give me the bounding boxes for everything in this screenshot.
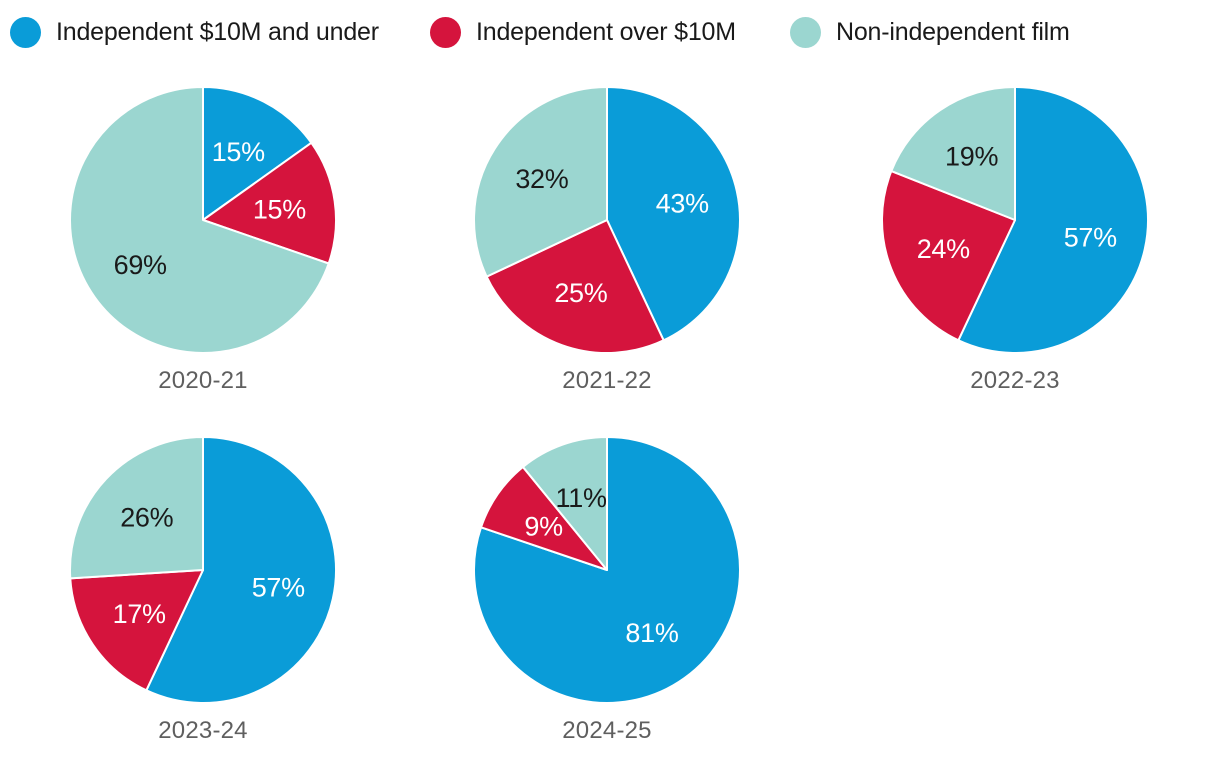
legend-item-non-independent-film: Non-independent film xyxy=(790,8,1070,56)
pie-slice-non-independent-film xyxy=(69,436,204,580)
pie-value-label-non-independent-film: 32% xyxy=(515,164,568,194)
pie-value-label-independent-over-10m: 17% xyxy=(113,599,166,629)
legend-swatch-independent-over-10m-icon xyxy=(430,16,461,48)
pie-value-label-non-independent-film: 69% xyxy=(114,250,167,280)
pie-value-label-independent-over-10m: 9% xyxy=(524,511,563,541)
legend-item-independent-over-10m: Independent over $10M xyxy=(430,8,736,56)
pie-svg: 57% 24% 19% xyxy=(881,86,1150,354)
pie-slice-non-independent-film xyxy=(473,86,608,278)
pie-svg: 15% 15% 69% xyxy=(69,86,338,354)
pie-slice-independent-10m-and-under xyxy=(606,86,741,342)
pie-slice-independent-10m-and-under xyxy=(957,86,1150,354)
pie-value-label-independent-over-10m: 24% xyxy=(917,234,970,264)
pie-value-label-independent-10m-and-under: 15% xyxy=(212,137,265,167)
pie-2020-21: 15% 15% 69% 2020-21 xyxy=(58,75,348,395)
pie-value-label-non-independent-film: 11% xyxy=(556,483,607,513)
legend-label: Non-independent film xyxy=(836,17,1070,46)
pie-year-label: 2020-21 xyxy=(158,367,248,394)
legend-label: Independent over $10M xyxy=(476,17,736,46)
pie-slice-independent-over-10m xyxy=(881,170,1016,342)
pie-svg: 43% 25% 32% xyxy=(473,86,741,354)
pie-slice-independent-over-10m xyxy=(202,141,338,265)
pie-slice-non-independent-film xyxy=(521,436,608,571)
pie-value-label-independent-10m-and-under: 57% xyxy=(252,572,305,602)
pie-slice-independent-over-10m xyxy=(69,569,204,692)
pie-slice-independent-over-10m xyxy=(485,219,665,354)
pie-slice-non-independent-film xyxy=(890,86,1016,221)
pie-2024-25: 81% 9% 11% 2024-25 xyxy=(462,425,752,745)
pie-slice-independent-10m-and-under xyxy=(202,86,313,221)
pie-slice-non-independent-film xyxy=(69,86,330,354)
pie-value-label-independent-10m-and-under: 81% xyxy=(625,618,678,648)
legend-swatch-non-independent-film-icon xyxy=(790,16,821,48)
pie-value-label-independent-over-10m: 25% xyxy=(554,278,607,308)
pie-value-label-independent-over-10m: 15% xyxy=(253,194,306,224)
pie-2021-22: 43% 25% 32% 2021-22 xyxy=(462,75,752,395)
pie-value-label-non-independent-film: 19% xyxy=(945,142,998,172)
pie-svg: 57% 17% 26% xyxy=(69,436,338,704)
pie-svg: 81% 9%11% xyxy=(473,436,741,704)
pie-value-label-non-independent-film: 26% xyxy=(120,503,173,533)
legend-item-independent-10m-and-under: Independent $10M and under xyxy=(10,8,379,56)
legend-label: Independent $10M and under xyxy=(56,17,379,46)
pie-slice-independent-10m-and-under xyxy=(145,436,338,704)
pie-year-label: 2021-22 xyxy=(562,367,652,394)
pie-year-label: 2023-24 xyxy=(158,717,248,744)
pie-value-label-independent-10m-and-under: 43% xyxy=(656,189,709,219)
legend-swatch-independent-10m-and-under-icon xyxy=(10,16,41,48)
pie-value-label-independent-10m-and-under: 57% xyxy=(1064,222,1117,252)
pie-2023-24: 57% 17% 26% 2023-24 xyxy=(58,425,348,745)
pie-year-label: 2022-23 xyxy=(970,367,1060,394)
pie-year-label: 2024-25 xyxy=(562,717,652,744)
pie-2022-23: 57% 24% 19% 2022-23 xyxy=(870,75,1160,395)
